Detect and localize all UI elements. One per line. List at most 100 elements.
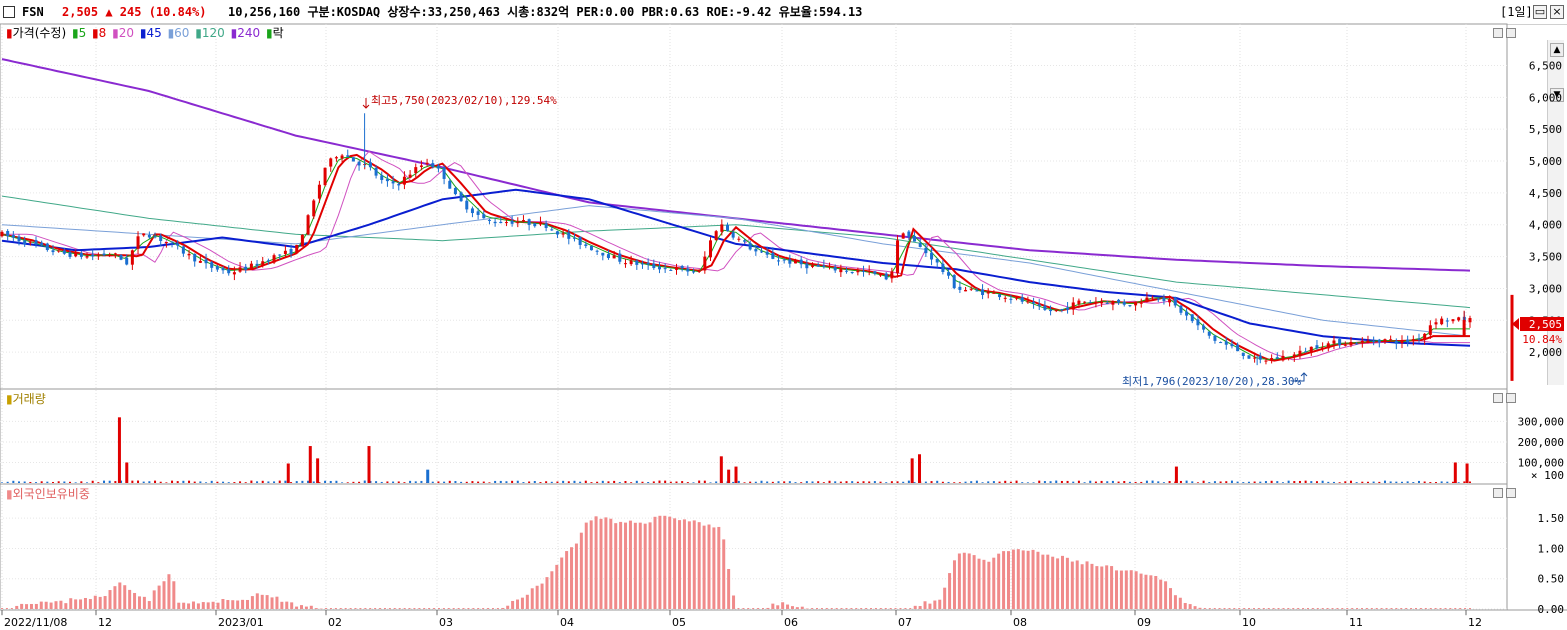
foreign-bar bbox=[1380, 608, 1383, 609]
volume-bar bbox=[154, 480, 157, 483]
volume-legend: ▮거래량 bbox=[6, 392, 46, 406]
candle-body bbox=[589, 245, 593, 251]
foreign-bar bbox=[506, 605, 510, 609]
foreign-bar bbox=[69, 598, 73, 609]
volume-bar bbox=[817, 481, 820, 483]
foreign-bar bbox=[1228, 608, 1231, 609]
foreign-bar bbox=[231, 600, 235, 609]
candle-body bbox=[1213, 335, 1217, 341]
foreign-panel-maximize-icon[interactable] bbox=[1493, 488, 1503, 498]
candle-body bbox=[40, 242, 44, 245]
volume-bar bbox=[244, 482, 247, 483]
foreign-bar bbox=[137, 596, 141, 609]
minimize-icon[interactable]: ▭ bbox=[1533, 5, 1547, 19]
foreign-bar bbox=[1326, 608, 1329, 609]
volume-bar bbox=[811, 481, 814, 483]
volume-bar bbox=[1089, 480, 1092, 483]
volume-bar bbox=[658, 480, 661, 483]
foreign-bar bbox=[1115, 570, 1119, 609]
foreign-bar bbox=[786, 604, 790, 609]
foreign-bar bbox=[1375, 608, 1378, 609]
foreign-bar bbox=[108, 590, 112, 609]
volume-bar bbox=[1253, 481, 1256, 483]
price-panel bbox=[0, 23, 1508, 390]
volume-bar bbox=[794, 482, 797, 483]
candle-body bbox=[1304, 351, 1308, 353]
foreign-bar bbox=[1159, 579, 1163, 609]
volume-bar bbox=[618, 482, 621, 483]
volume-bar bbox=[1015, 480, 1018, 483]
foreign-bar bbox=[216, 602, 220, 609]
foreign-bar bbox=[1243, 608, 1246, 609]
foreign-bar bbox=[1233, 608, 1236, 609]
foreign-bar bbox=[579, 532, 583, 609]
candle-body bbox=[1145, 297, 1149, 303]
volume-panel-close-icon[interactable] bbox=[1506, 393, 1516, 403]
candle-body bbox=[1287, 357, 1291, 359]
foreign-bar bbox=[226, 600, 230, 609]
candle-body bbox=[1185, 311, 1189, 316]
foreign-bar bbox=[589, 520, 593, 609]
candle-body bbox=[669, 269, 673, 271]
candle-body bbox=[1100, 301, 1104, 304]
volume-bar bbox=[1060, 480, 1063, 483]
candle-body bbox=[760, 251, 764, 253]
candle-body bbox=[1383, 339, 1387, 342]
foreign-bar bbox=[309, 605, 313, 609]
scroll-down-icon[interactable]: ▼ bbox=[1550, 88, 1564, 102]
candle-last-body bbox=[1462, 319, 1466, 336]
foreign-bar bbox=[265, 595, 269, 609]
volume-bar bbox=[1366, 481, 1369, 483]
volume-bar bbox=[828, 480, 831, 483]
volume-bar bbox=[601, 480, 604, 483]
candle-body bbox=[1468, 318, 1472, 323]
volume-bar bbox=[142, 481, 145, 483]
foreign-panel-close-icon[interactable] bbox=[1506, 488, 1516, 498]
price-scrollbar[interactable]: ▲ ▼ bbox=[1547, 40, 1564, 385]
price-panel-maximize-icon[interactable] bbox=[1493, 28, 1503, 38]
candle-body bbox=[278, 254, 282, 256]
foreign-bar bbox=[1154, 575, 1158, 609]
period-selector[interactable]: [1일] bbox=[1500, 5, 1533, 19]
volume-panel-maximize-icon[interactable] bbox=[1493, 393, 1503, 403]
volume-spike-bar bbox=[1174, 466, 1178, 483]
foreign-bar bbox=[1188, 604, 1192, 609]
close-icon[interactable]: × bbox=[1550, 5, 1564, 19]
ma120-line bbox=[1, 195, 1471, 309]
volume-bar bbox=[686, 482, 689, 483]
volume-bar bbox=[358, 481, 361, 483]
candle-body bbox=[1332, 340, 1336, 344]
foreign-bar bbox=[369, 608, 372, 609]
candle-body bbox=[380, 175, 384, 180]
candle-body bbox=[1224, 341, 1228, 345]
candle-body bbox=[720, 224, 724, 232]
foreign-bar bbox=[187, 603, 191, 609]
foreign-bar bbox=[865, 608, 868, 609]
candle-body bbox=[1105, 302, 1109, 304]
foreign-bar bbox=[452, 608, 455, 609]
legend-ma60: 60 bbox=[174, 26, 189, 40]
volume-bar bbox=[930, 481, 933, 483]
volume-bar bbox=[74, 482, 77, 483]
foreign-bar bbox=[1208, 608, 1211, 609]
candle-body bbox=[1066, 307, 1070, 310]
foreign-bar bbox=[383, 608, 386, 609]
volume-bar bbox=[732, 481, 735, 483]
candle-body bbox=[1151, 297, 1155, 299]
scroll-up-icon[interactable]: ▲ bbox=[1550, 43, 1564, 57]
volume-bar bbox=[273, 481, 276, 483]
foreign-bar bbox=[599, 518, 603, 609]
candle-body bbox=[913, 235, 917, 242]
volume-bar bbox=[1066, 480, 1069, 483]
foreign-bar bbox=[482, 608, 485, 609]
candle-body bbox=[839, 269, 843, 273]
candle-body bbox=[1411, 339, 1415, 342]
select-checkbox[interactable] bbox=[3, 6, 15, 18]
foreign-bar bbox=[79, 599, 83, 609]
price-panel-close-icon[interactable] bbox=[1506, 28, 1516, 38]
candle-body bbox=[674, 267, 678, 270]
foreign-bar bbox=[157, 585, 161, 609]
foreign-bar bbox=[1183, 602, 1187, 609]
volume-bar bbox=[890, 481, 893, 483]
volume-bar bbox=[1440, 481, 1443, 483]
